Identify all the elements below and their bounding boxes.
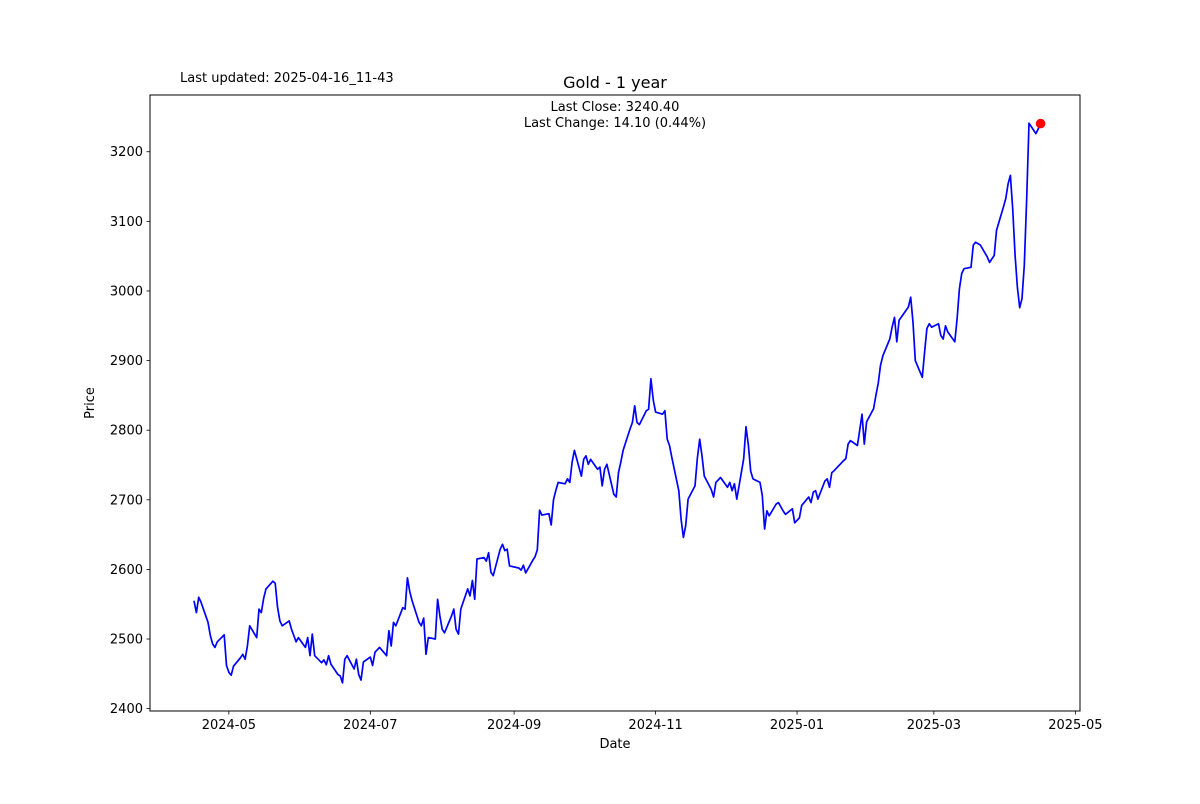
x-tick-label: 2025-01 xyxy=(770,718,824,733)
x-axis-title: Date xyxy=(599,737,630,752)
x-tick-label: 2025-03 xyxy=(907,718,961,733)
y-axis-title: Price xyxy=(83,387,98,419)
x-tick-label: 2025-05 xyxy=(1048,718,1102,733)
plot-area-border xyxy=(149,94,1081,712)
last-change-annotation: Last Change: 14.10 (0.44%) xyxy=(524,116,706,131)
axis-ticks-layer: 2400 2500 2600 2700 2800 2900 3000 3100 3200 2024… xyxy=(110,145,1103,733)
y-tick-label: 2900 xyxy=(110,354,143,369)
last-updated-text: Last updated: 2025-04-16_11-43 xyxy=(180,71,394,86)
y-tick-label: 2400 xyxy=(110,702,143,717)
chart-title: Gold - 1 year xyxy=(563,73,667,92)
y-tick-label: 2800 xyxy=(110,424,143,439)
price-line xyxy=(193,122,1042,684)
x-tick-label: 2024-11 xyxy=(628,718,682,733)
y-tick-label: 3100 xyxy=(110,215,143,230)
y-tick-label: 2700 xyxy=(110,493,143,508)
x-tick-label: 2024-05 xyxy=(202,718,256,733)
x-tick-label: 2024-07 xyxy=(343,718,397,733)
y-tick-label: 2500 xyxy=(110,633,143,648)
x-tick-label: 2024-09 xyxy=(487,718,541,733)
last-close-annotation: Last Close: 3240.40 xyxy=(551,100,680,115)
y-tick-label: 3000 xyxy=(110,284,143,299)
price-line-layer xyxy=(193,118,1046,684)
y-tick-label: 2600 xyxy=(110,563,143,578)
y-tick-label: 3200 xyxy=(110,145,143,160)
last-price-marker xyxy=(1035,118,1046,129)
